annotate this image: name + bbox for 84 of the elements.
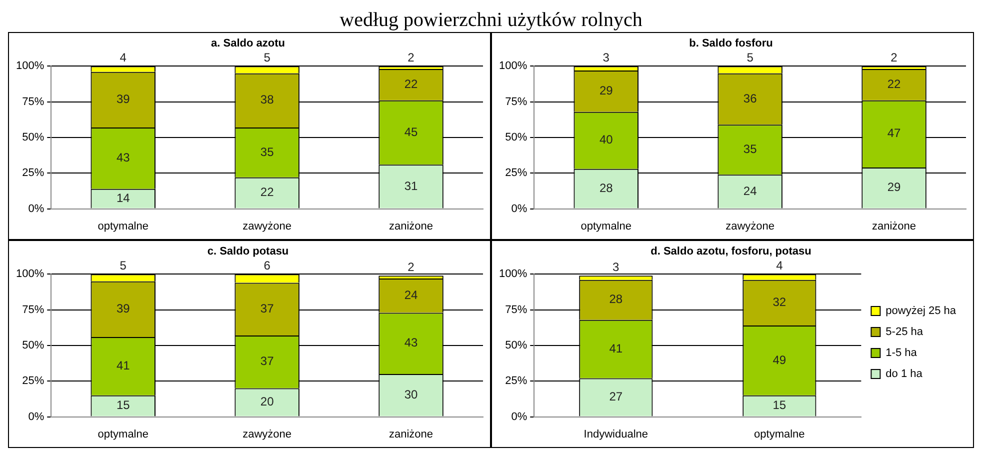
data-label: 2 <box>890 50 898 65</box>
x-tick-label: zaniżone <box>389 428 434 440</box>
data-label: 36 <box>743 91 758 106</box>
data-label: 32 <box>772 295 786 310</box>
data-label: 41 <box>609 341 623 356</box>
data-label: 49 <box>772 352 786 367</box>
data-label: 15 <box>116 398 130 412</box>
y-tick-label: 100% <box>16 268 44 280</box>
data-label: 14 <box>116 190 130 205</box>
data-label: 6 <box>264 258 271 273</box>
data-label: 39 <box>116 301 130 316</box>
data-label: 22 <box>260 185 274 200</box>
x-tick-label: Indywidualne <box>584 428 648 440</box>
x-tick-label: optymalne <box>98 428 148 440</box>
y-tick-label: 50% <box>22 132 44 144</box>
data-label: 35 <box>743 142 758 156</box>
legend-label: do 1 ha <box>886 368 924 380</box>
data-label: 38 <box>260 92 274 107</box>
legend-label: 1-5 ha <box>886 347 918 360</box>
y-tick-label: 25% <box>22 167 44 180</box>
y-tick-label: 0% <box>511 202 528 215</box>
y-tick-label: 0% <box>28 410 44 423</box>
data-label: 41 <box>116 358 130 372</box>
data-label: 24 <box>743 184 758 198</box>
y-tick-label: 75% <box>22 304 44 316</box>
y-tick-label: 50% <box>505 132 528 144</box>
x-tick-label: optymalne <box>580 220 632 232</box>
y-tick-label: 100% <box>16 60 44 72</box>
data-label: 29 <box>887 180 902 194</box>
data-label: 37 <box>260 301 274 316</box>
data-label: 35 <box>260 144 274 159</box>
legend-label: 5-25 ha <box>886 326 924 338</box>
data-label: 30 <box>404 387 418 402</box>
data-label: 4 <box>776 258 784 273</box>
data-label: 43 <box>404 336 418 350</box>
y-tick-label: 50% <box>505 340 528 352</box>
data-label: 20 <box>260 394 274 409</box>
x-tick-label: zawyżone <box>242 428 292 440</box>
x-tick-label: optymalne <box>754 428 805 440</box>
chart-title: b. Saldo fosforu <box>689 38 773 50</box>
data-label: 37 <box>260 354 274 368</box>
data-label: 29 <box>599 83 614 98</box>
text: według powierzchni użytków rolnych <box>338 8 644 32</box>
data-label: 22 <box>404 77 418 92</box>
y-tick-label: 25% <box>505 375 528 388</box>
chart-title: c. Saldo potasu <box>207 246 289 258</box>
y-tick-label: 50% <box>22 340 44 352</box>
y-tick-label: 100% <box>498 60 528 72</box>
y-tick-label: 75% <box>505 304 528 316</box>
chart-title: d. Saldo azotu, fosforu, potasu <box>650 246 812 258</box>
data-label: 15 <box>772 398 786 412</box>
y-tick-label: 25% <box>22 375 44 388</box>
x-tick-label: optymalne <box>98 220 148 232</box>
x-tick-label: zawyżone <box>242 220 292 232</box>
x-tick-label: zawyżone <box>726 220 775 232</box>
data-label: 5 <box>120 258 127 273</box>
data-label: 2 <box>408 260 415 274</box>
legend-label: powyżej 25 ha <box>886 305 957 318</box>
data-label: 3 <box>602 50 610 65</box>
y-tick-label: 75% <box>505 96 528 108</box>
data-label: 22 <box>887 77 902 92</box>
data-label: 43 <box>116 150 130 164</box>
y-tick-label: 0% <box>511 410 528 423</box>
y-tick-label: 100% <box>498 268 528 280</box>
data-label: 4 <box>120 50 127 65</box>
data-label: 40 <box>599 132 614 147</box>
data-label: 27 <box>609 390 623 404</box>
data-label: 3 <box>612 260 620 274</box>
x-tick-label: zaniżone <box>872 220 916 232</box>
y-tick-label: 75% <box>22 96 44 108</box>
chart-title: a. Saldo azotu <box>211 38 285 50</box>
x-tick-label: zaniżone <box>389 220 434 232</box>
data-label: 28 <box>609 292 623 306</box>
data-label: 39 <box>116 92 130 106</box>
y-tick-label: 25% <box>505 167 528 180</box>
data-label: 24 <box>404 288 418 302</box>
data-label: 45 <box>404 124 418 139</box>
y-tick-label: 0% <box>28 202 44 215</box>
data-label: 28 <box>599 180 614 195</box>
data-label: 5 <box>746 50 754 65</box>
data-label: 2 <box>408 50 415 65</box>
data-label: 47 <box>887 126 902 140</box>
data-label: 5 <box>264 50 271 65</box>
data-label: 31 <box>404 178 418 193</box>
